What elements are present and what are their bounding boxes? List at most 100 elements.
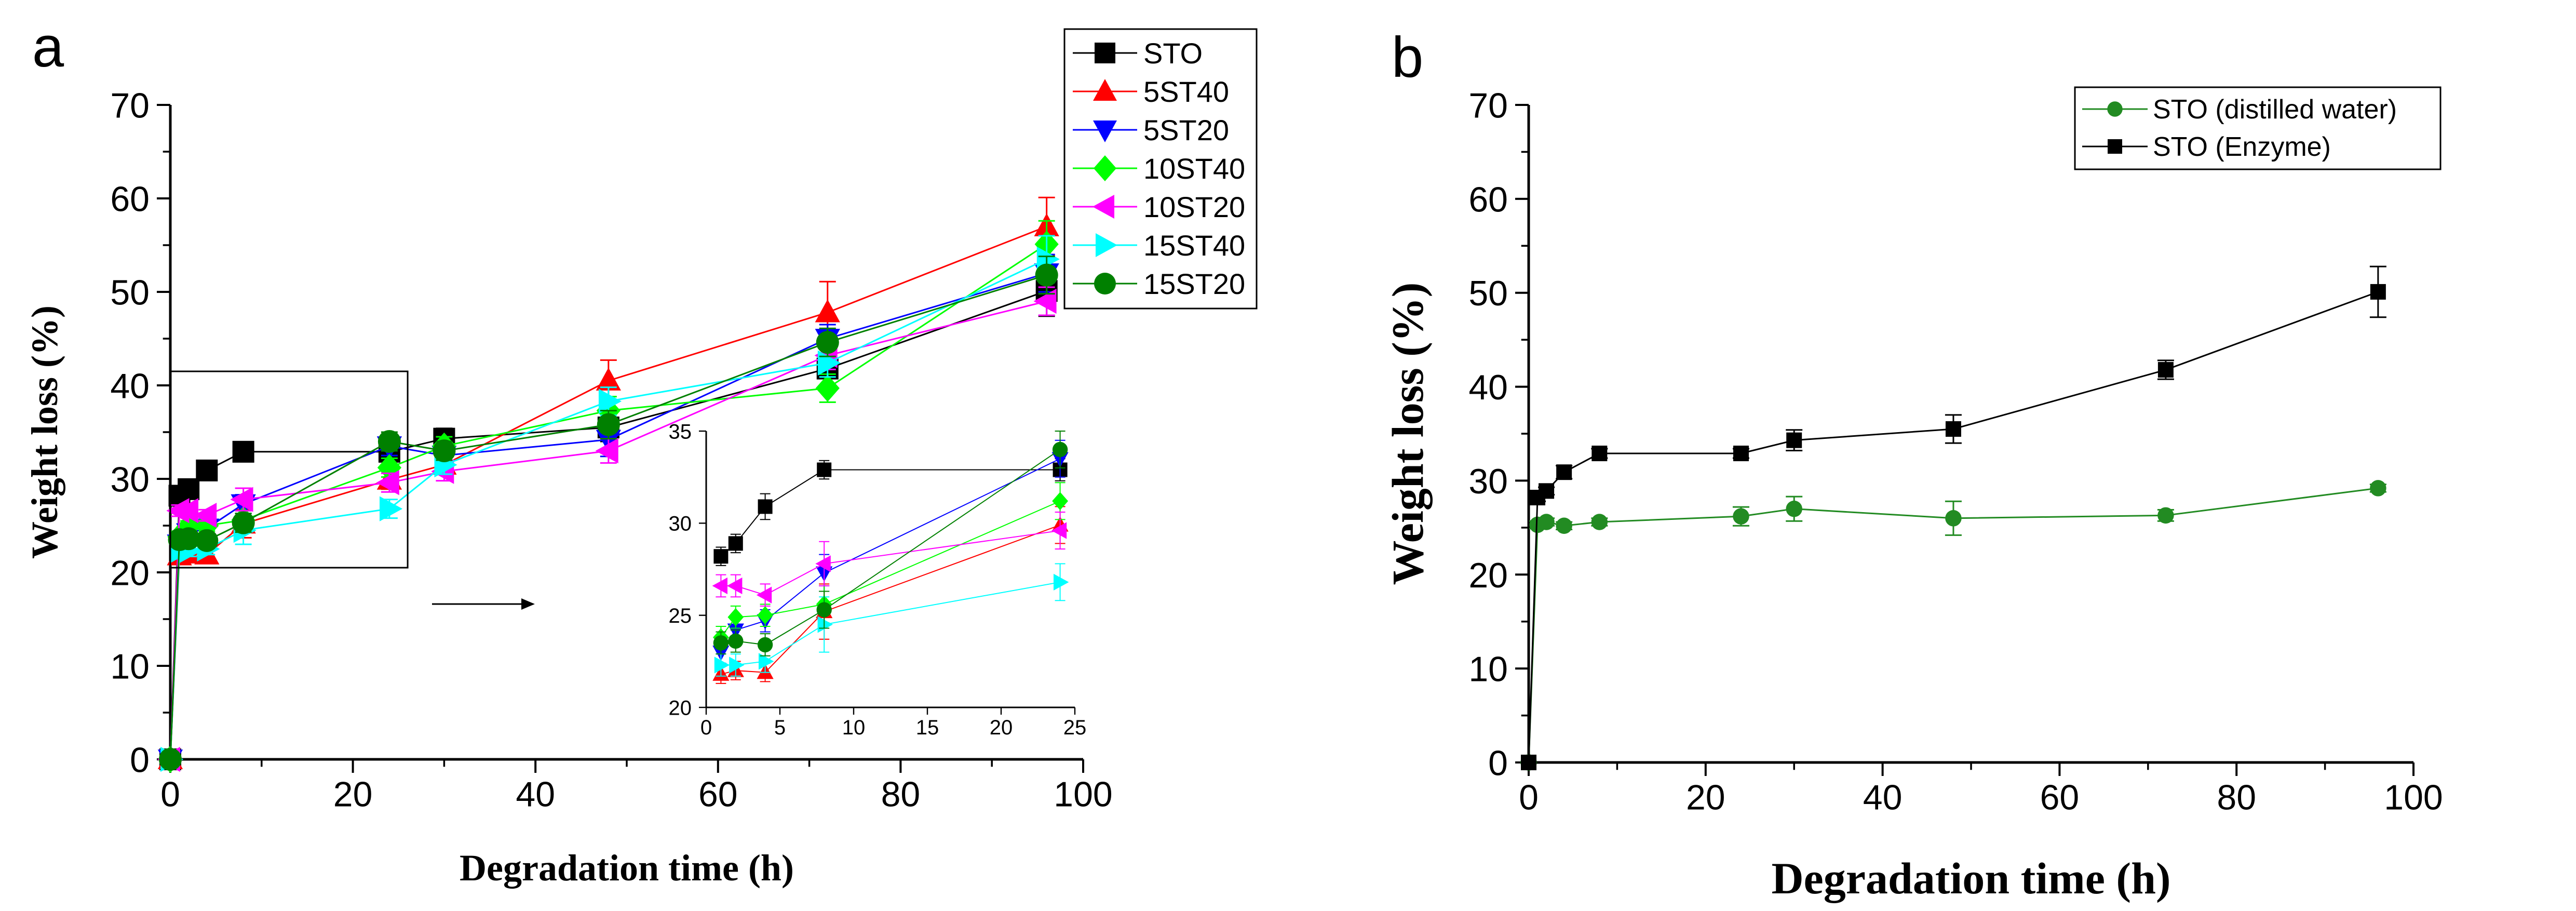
chart-b: 0 20 40 60 80 100 0 10 20 30 40 50 60 70 Degradation t… — [1383, 86, 2443, 903]
a-legend-marker — [1094, 155, 1116, 181]
a-legend: STO 5ST40 5ST20 10ST40 10ST20 15ST40 15ST20 — [1063, 28, 1258, 310]
inset-data-point — [728, 633, 744, 649]
inset-data-point — [1051, 522, 1067, 539]
zoom-arrow-head — [521, 598, 535, 610]
inset-data-point — [729, 657, 745, 674]
a-x-tick-label: 40 — [516, 775, 555, 814]
inset-series-5st20 — [712, 439, 1069, 664]
a-data-point — [195, 529, 219, 552]
a-data-point — [177, 513, 201, 541]
a-legend-label: 15ST40 — [1143, 229, 1245, 262]
inset-data-point — [1052, 441, 1068, 458]
a-series-line — [169, 272, 1047, 760]
b-y-tick-label: 20 — [1468, 556, 1508, 595]
inset-x-tick-label: 10 — [842, 716, 866, 739]
inset-x-tick-label: 25 — [1063, 716, 1087, 739]
inset-x-tick-label: 5 — [774, 716, 786, 739]
inset-x-tick-label: 20 — [990, 716, 1013, 739]
inset-data-point — [757, 637, 773, 653]
b-data-point — [1733, 445, 1749, 461]
b-x-tick-label: 100 — [2384, 778, 2443, 818]
inset-series-line — [721, 524, 1060, 675]
inset-data-point — [817, 462, 832, 477]
b-data-point — [2370, 284, 2386, 300]
a-legend-label: 5ST20 — [1143, 114, 1229, 146]
panel-a-label: a — [32, 15, 64, 79]
b-data-point — [1786, 500, 1802, 517]
b-data-point — [1591, 514, 1608, 530]
a-x-tick-label: 60 — [698, 775, 738, 814]
a-y-tick-label: 10 — [110, 647, 150, 686]
a-series-10st40 — [158, 220, 1059, 773]
b-data-point — [2157, 362, 2174, 378]
b-data-point — [2157, 507, 2174, 524]
b-y-tick-label: 30 — [1468, 462, 1508, 501]
b-data-point — [1538, 514, 1555, 530]
inset-data-point — [727, 577, 743, 595]
a-data-point — [177, 527, 200, 551]
inset-data-point — [817, 616, 833, 633]
b-data-point — [1733, 508, 1749, 525]
a-series-15st40 — [160, 235, 1060, 772]
b-x-tick-label: 0 — [1519, 778, 1539, 818]
b-data-point — [1945, 421, 1961, 437]
inset-data-point — [713, 635, 729, 651]
inset-data-point — [815, 555, 831, 572]
panel-b-label: b — [1392, 25, 1423, 89]
b-data-point — [1556, 517, 1572, 534]
b-legend-box — [2074, 86, 2442, 170]
b-x-tick-label: 80 — [2217, 778, 2256, 818]
a-y-axis-title: Weight loss (%) — [24, 305, 65, 559]
a-data-point — [232, 440, 254, 463]
a-y-tick-label: 70 — [110, 86, 150, 125]
b-legend-label: STO (Enzyme) — [2153, 132, 2331, 162]
inset-data-point — [759, 653, 774, 670]
a-series-15st20 — [158, 256, 1058, 771]
b-legend-marker — [2107, 101, 2123, 117]
a-data-point — [380, 496, 403, 521]
a-data-point — [433, 439, 456, 463]
inset-data-point — [757, 606, 773, 625]
a-legend-marker — [1093, 79, 1117, 101]
inset-data-point — [758, 499, 773, 514]
b-y-tick-label: 10 — [1468, 650, 1508, 689]
b-data-point — [1945, 510, 1962, 527]
a-data-point — [816, 331, 839, 354]
a-y-tick-label: 60 — [110, 179, 150, 219]
a-x-tick-label: 20 — [333, 775, 373, 814]
inset-y-tick-label: 35 — [669, 420, 692, 443]
a-data-point — [377, 454, 402, 481]
a-legend-label: 5ST40 — [1143, 75, 1229, 108]
a-series-line — [169, 274, 1047, 760]
b-y-axis-title: Weight loss (%) — [1383, 283, 1433, 585]
a-data-point — [194, 503, 217, 528]
a-legend-marker — [1093, 195, 1114, 219]
b-legend-marker — [2108, 139, 2122, 154]
inset-data-point — [713, 549, 729, 564]
a-data-point — [1035, 263, 1058, 287]
a-x-axis-title: Degradation time (h) — [460, 847, 794, 889]
inset-series-sto — [713, 458, 1068, 566]
inset-x-tick-label: 15 — [916, 716, 939, 739]
zoom-box — [169, 370, 409, 569]
a-legend-marker — [1093, 120, 1117, 142]
a-data-point — [815, 299, 840, 323]
inset-data-point — [1052, 492, 1068, 511]
a-data-point — [598, 388, 622, 414]
inset-series-line — [720, 458, 1061, 653]
a-data-point — [1033, 288, 1057, 314]
inset-data-point — [816, 602, 832, 618]
a-legend-marker — [1096, 233, 1117, 257]
b-series-sto-enzyme- — [1521, 265, 2386, 770]
inset-series-15st20 — [713, 431, 1068, 657]
b-y-tick-label: 0 — [1488, 743, 1508, 783]
a-y-tick-label: 0 — [130, 740, 150, 780]
a-data-point — [376, 470, 399, 495]
a-data-point — [175, 498, 199, 524]
inset-data-point — [712, 577, 727, 595]
inset-data-point — [727, 608, 744, 626]
b-data-point — [1786, 432, 1802, 448]
inset-y-tick-label: 20 — [669, 696, 692, 719]
b-x-tick-label: 60 — [2040, 778, 2080, 818]
a-data-point — [178, 478, 200, 500]
